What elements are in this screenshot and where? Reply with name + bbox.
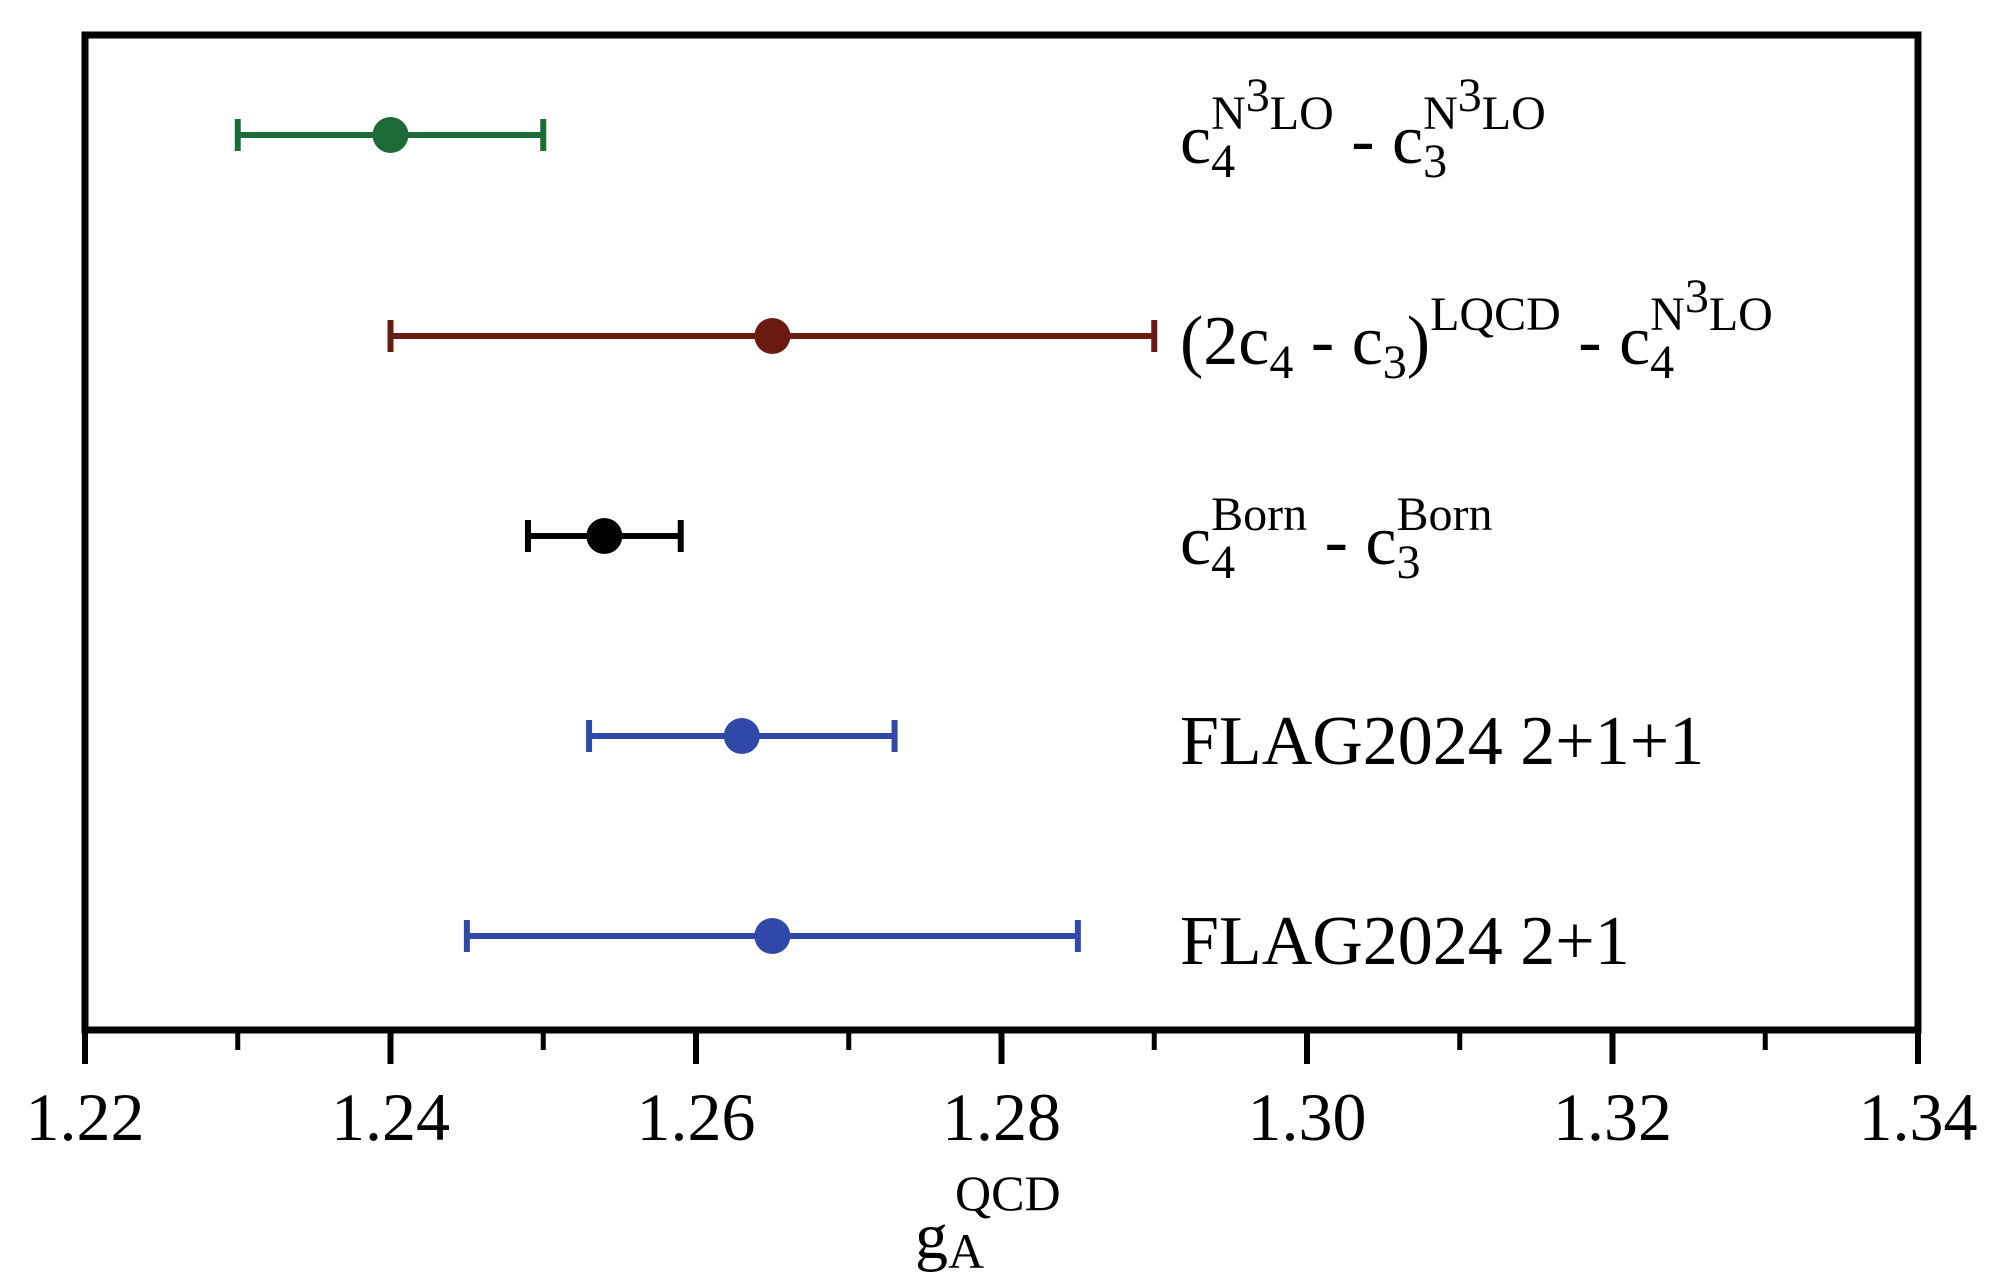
data-point [754, 318, 791, 354]
x-tick-label: 1.32 [1553, 1079, 1672, 1155]
x-tick-label: 1.30 [1248, 1079, 1367, 1155]
x-tick-label: 1.24 [331, 1079, 450, 1155]
row-label: FLAG2024 2+1+1 [1180, 703, 1704, 780]
error-bar-row: c4Born - c3Born [524, 488, 1492, 589]
x-tick-label: 1.28 [942, 1079, 1061, 1155]
x-tick-label: 1.22 [26, 1079, 145, 1155]
x-tick-label: 1.26 [637, 1079, 756, 1155]
row-label: c4Born - c3Born [1180, 488, 1492, 589]
error-bar-row: (2c4 - c3)LQCD - c4N3LO [387, 270, 1773, 389]
error-bar-row: FLAG2024 2+1 [463, 903, 1630, 980]
x-tick-label: 1.34 [1859, 1079, 1978, 1155]
error-bar-row: c4N3LO - c3N3LO [234, 69, 1546, 188]
row-label: FLAG2024 2+1 [1180, 903, 1630, 980]
x-axis-title: gAQCD [915, 1165, 1061, 1279]
data-point [754, 918, 791, 954]
row-label: c4N3LO - c3N3LO [1180, 69, 1546, 188]
data-point [372, 117, 409, 153]
plot-frame [81, 31, 1922, 1034]
data-point [723, 718, 760, 754]
error-bar-row: FLAG2024 2+1+1 [586, 703, 1704, 780]
data-point [586, 518, 623, 554]
row-label: (2c4 - c3)LQCD - c4N3LO [1180, 270, 1773, 389]
